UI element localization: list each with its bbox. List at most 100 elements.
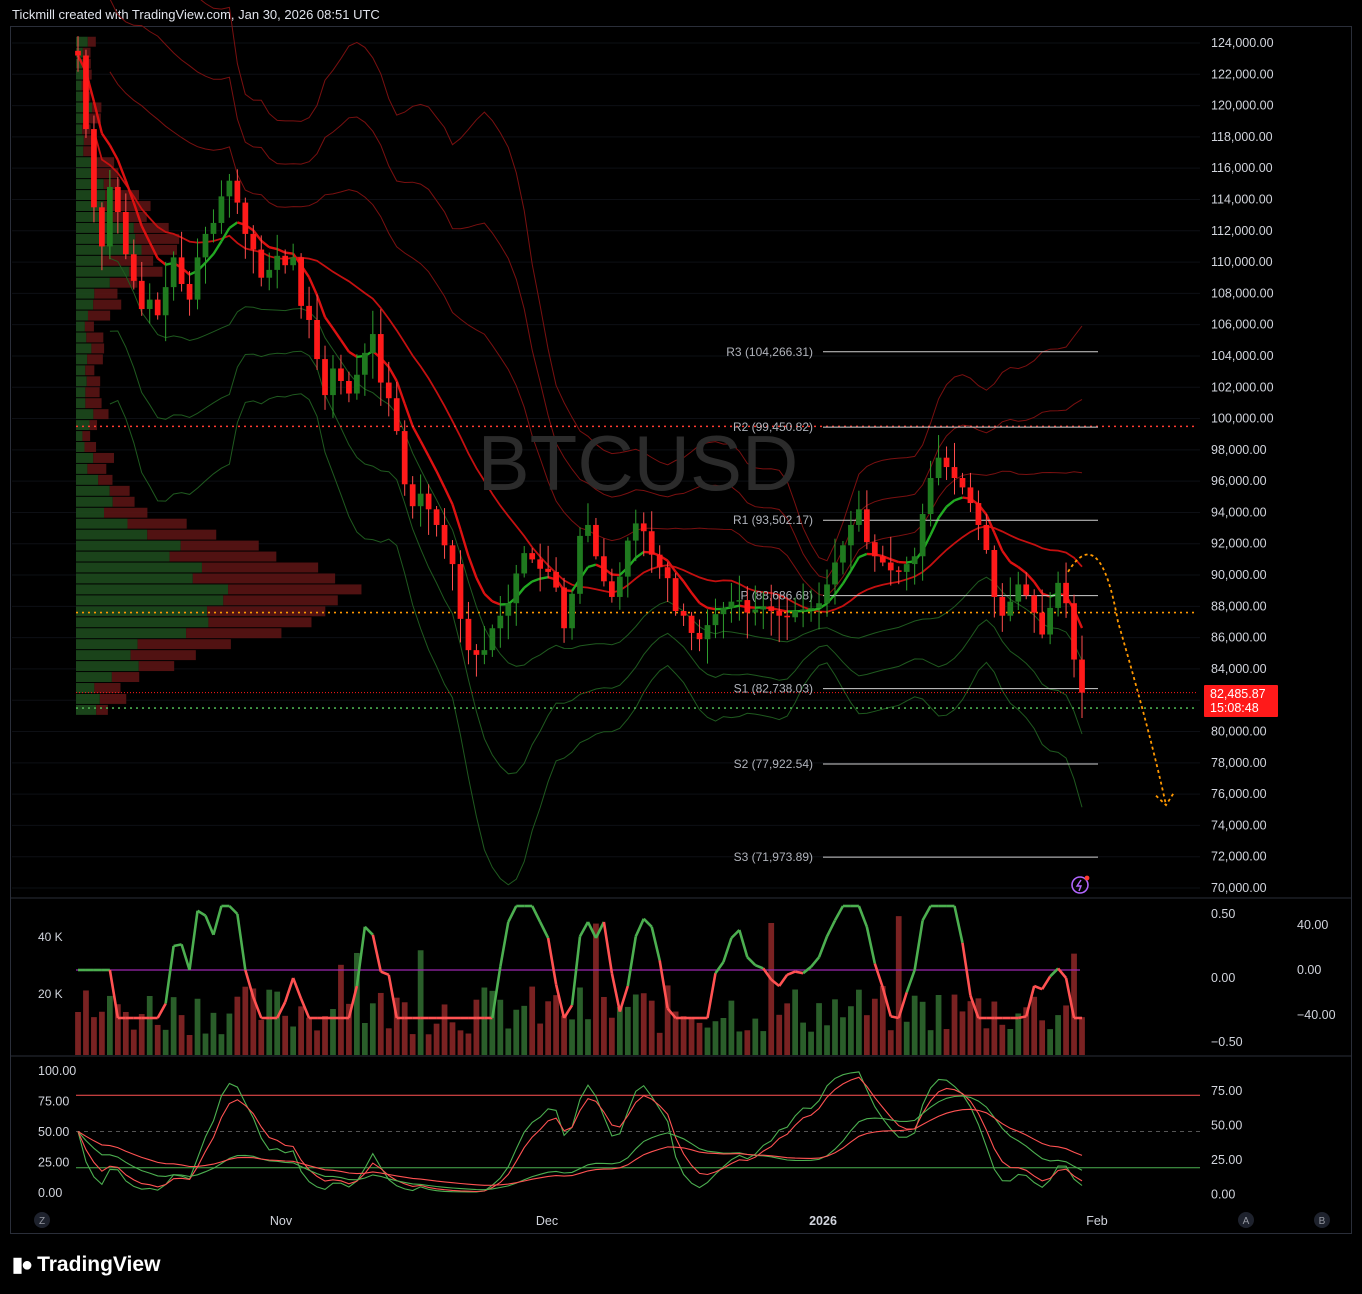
volume-bar [369,1003,376,1055]
oscillator-segment [1049,967,1060,978]
trend-ema-segment [834,582,844,596]
oscillator-tick-label: −0.50 [1211,1035,1243,1049]
candle-body [664,567,671,579]
volume-bar [274,991,281,1055]
candle-body [425,493,432,510]
oscillator-segment [531,905,542,923]
volume-bar [744,1030,751,1055]
time-axis[interactable]: Nov Dec 2026 Feb Z A B [34,1212,1330,1228]
trend-ema-segment [315,294,327,318]
candle-body [354,374,360,394]
volume-bar [656,1032,663,1055]
time-tick-label: Feb [1086,1214,1108,1228]
oscillator-tick-label: 0.00 [1297,963,1321,977]
candle-body [792,611,799,618]
trend-ema-segment [682,580,693,594]
stochastic-tick-label: 50.00 [38,1125,69,1139]
profile-buy-bar [76,58,83,69]
price-axis[interactable]: 124,000.00 122,000.00 120,000.00 118,000.00… [1211,36,1274,895]
profile-buy-bar [76,124,83,135]
pivot-label: P (88,686.68) [741,589,814,603]
trend-ema-segment [204,253,215,264]
stochastic-line [77,1108,1083,1186]
candle-body [632,523,639,541]
price-tick-label: 114,000.00 [1211,192,1273,206]
oscillator-segment [236,913,247,971]
trend-ema-segment [132,202,143,227]
volume-bar [561,1015,567,1055]
trend-ema-segment [1033,581,1044,595]
oscillator-segment [347,985,359,1019]
oscillator-segment [1033,984,1043,991]
oscillator-segment [794,970,804,975]
profile-sell-bar [112,496,135,507]
candle-body [417,493,424,507]
oscillator-segment [762,967,773,981]
candle-body [218,196,225,223]
volume-bar [601,996,607,1055]
pivot-label: S2 (77,922.54) [734,757,813,771]
volume-bar [409,1034,416,1055]
candle-body [832,562,838,585]
oscillator-segment [618,985,630,1012]
candle-body [736,600,743,602]
volume-bar [983,1028,990,1055]
oscillator-segment [283,977,295,1003]
price-tick-label: 92,000.00 [1211,537,1267,551]
profile-sell-bar [88,113,101,124]
trend-ema-segment [228,221,239,229]
trend-ema-segment [587,563,597,569]
oscillator-segment [1024,985,1036,1017]
profile-sell-bar [92,168,119,179]
stochastic-line [77,1095,1083,1191]
volume-bar [497,999,504,1055]
candle-body [688,615,695,633]
candle-body [250,233,257,250]
profile-buy-bar [76,639,138,650]
pivot-label: R1 (93,502.17) [733,513,813,527]
candle-body [871,542,878,557]
volume-bar [824,1025,830,1055]
oscillator-segment [746,956,757,967]
oscillator-segment [825,919,837,937]
pivot-label: R2 (99,450.82) [733,420,813,434]
price-tick-label: 124,000.00 [1211,36,1274,50]
candle-body [234,180,241,203]
volume-bar [513,1009,520,1055]
upper-band [200,0,1083,562]
candle-body [497,615,504,629]
profile-buy-bar [76,266,129,277]
oscillator-segment [738,929,749,958]
volume-bar [624,1006,631,1055]
profile-buy-bar [76,452,94,463]
candle-body [601,556,607,582]
profile-sell-bar [82,431,91,442]
price-tick-label: 72,000.00 [1211,850,1267,864]
candle-body [361,352,368,375]
price-tick-label: 120,000.00 [1211,99,1274,113]
axis-badge-circle [1238,1212,1254,1228]
profile-sell-bar [147,529,217,540]
oscillator-segment [380,970,390,977]
candle-body [776,611,783,616]
volume-bar [863,1015,870,1055]
candle-body [1071,603,1077,660]
profile-buy-bar [76,332,87,343]
oscillator-segment [1017,1015,1027,1020]
oscillator-segment [355,926,367,987]
trend-ema-segment [698,601,709,609]
profile-sell-bar [84,442,97,452]
volume-bar [314,1030,320,1055]
candle-body [194,257,201,300]
stochastic-tick-label: 50.00 [1211,1119,1242,1133]
volume-bar [194,998,201,1055]
oscillator-segment [252,996,263,1019]
candles [75,36,1085,718]
oscillator-segment [164,945,175,1004]
alert-icon[interactable] [1071,875,1090,894]
trend-ema-segment [212,240,223,255]
volume-bar [266,989,273,1055]
trend-ema-segment [635,550,645,559]
profile-sell-bar [133,222,169,233]
